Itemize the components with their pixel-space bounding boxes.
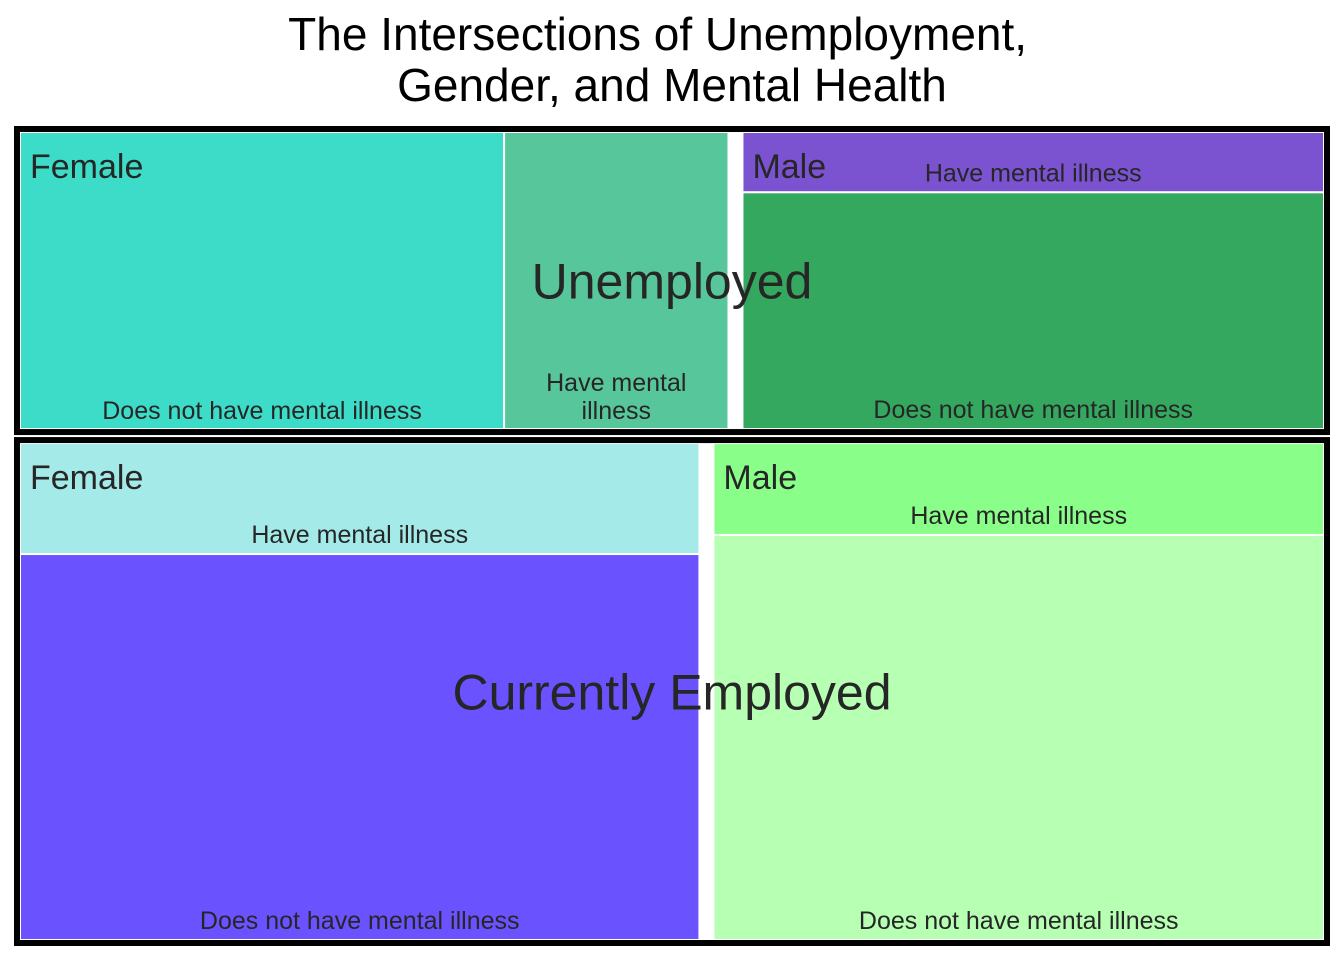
employed-group-label: Currently Employed xyxy=(452,665,891,721)
unemployed-group-label: Unemployed xyxy=(532,254,813,310)
chart-title-line-2: Gender, and Mental Health xyxy=(397,59,947,111)
employed-female-mi-label: Have mental illness xyxy=(251,521,468,549)
employed-male-mi-label: Have mental illness xyxy=(910,502,1127,530)
employed-female-mi-cell xyxy=(19,442,701,556)
unemployed-female-no-mi-label: Does not have mental illness xyxy=(102,397,422,425)
employed-male-label: Male xyxy=(723,459,797,497)
unemployed-group-frame xyxy=(14,126,1330,436)
unemployed-male-no-mi-label: Does not have mental illness xyxy=(873,396,1193,424)
unemployed-male-no-mi-cell xyxy=(741,191,1325,431)
employed-male-no-mi-cell xyxy=(712,533,1325,941)
unemployed-female-label: Female xyxy=(30,148,143,186)
employed-female-label: Female xyxy=(30,459,143,497)
employed-male-no-mi-label: Does not have mental illness xyxy=(859,907,1179,935)
unemployed-female-mi-cell xyxy=(503,131,730,431)
employed-female-no-mi-cell xyxy=(19,553,701,941)
unemployed-female-mi-label-line: Have mental xyxy=(546,369,686,397)
unemployed-female-no-mi-label-line: Does not have mental illness xyxy=(102,397,422,425)
unemployed-male-mi-label: Have mental illness xyxy=(925,159,1142,187)
employed-group-frame xyxy=(14,437,1330,946)
treemap-group-frames xyxy=(14,126,1330,946)
unemployed-female-mi-label-line: illness xyxy=(582,397,651,425)
unemployed-male-label: Male xyxy=(752,148,826,186)
treemap-cells xyxy=(19,131,1325,941)
unemployed-female-mi-label: Have mental illness xyxy=(546,369,686,425)
unemployed-female-no-mi-cell xyxy=(19,131,506,431)
chart-title-line-1: The Intersections of Unemployment, xyxy=(288,8,1027,60)
chart-title: The Intersections of Unemployment, Gende… xyxy=(288,8,1040,111)
treemap-labels: Does not have mental illness Have mental i… xyxy=(30,148,1193,935)
employed-female-no-mi-label: Does not have mental illness xyxy=(200,907,520,935)
